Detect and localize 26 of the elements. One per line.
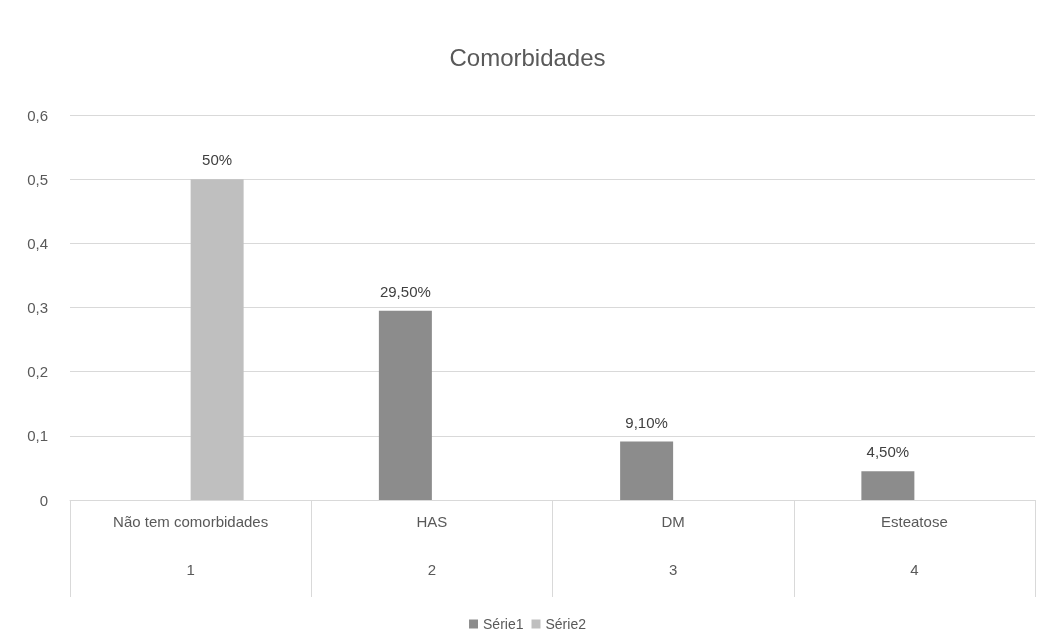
bar xyxy=(378,310,432,500)
legend-label: Série2 xyxy=(545,616,587,632)
y-tick-label: 0,1 xyxy=(27,427,48,445)
chart-title: Comorbidades xyxy=(449,43,606,71)
y-tick-label: 0,4 xyxy=(27,234,48,252)
y-tick-label: 0,5 xyxy=(27,170,48,188)
text: 4 xyxy=(910,561,919,578)
x-tick-label: HAS xyxy=(416,513,448,530)
x-tick-label: Não tem comorbidades xyxy=(113,513,269,530)
bar xyxy=(620,441,674,500)
bar xyxy=(190,179,244,500)
y-tick-label: 0,3 xyxy=(27,299,48,316)
x-tick-label: Esteatose xyxy=(881,513,948,530)
text: 3 xyxy=(668,561,678,578)
data-label: 4,50% xyxy=(866,443,910,461)
y-tick-label: 0 xyxy=(39,491,48,509)
text: 1 xyxy=(186,561,195,578)
data-label: 9,10% xyxy=(625,413,668,431)
data-label: 50% xyxy=(202,151,233,169)
y-tick-label: 0,6 xyxy=(27,106,48,124)
text: 2 xyxy=(427,561,437,578)
y-tick-label: 0,2 xyxy=(27,363,48,381)
legend-label: Série1 xyxy=(483,616,524,632)
x-tick-label: DM xyxy=(661,513,685,530)
bar xyxy=(861,471,915,500)
data-label: 29,50% xyxy=(379,282,431,300)
